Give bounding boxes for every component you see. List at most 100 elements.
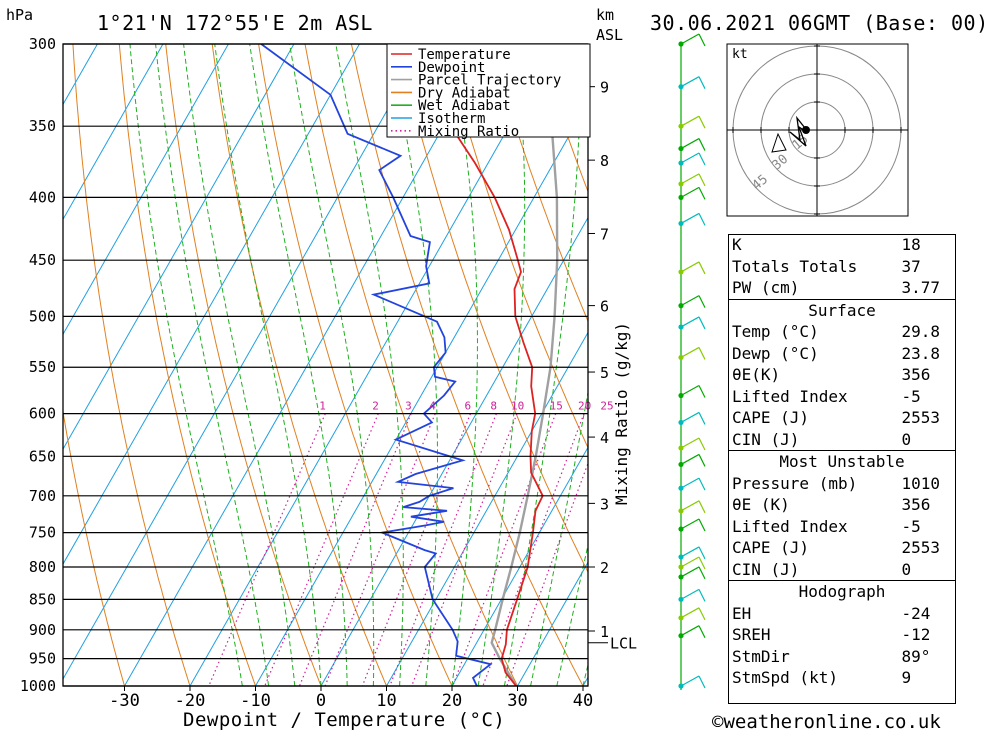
dry-adiabat-line (443, 44, 588, 449)
index-label: EH (732, 603, 752, 623)
wind-barb-feather (698, 152, 706, 166)
wind-barb (680, 453, 700, 465)
temperature-profile (443, 44, 544, 686)
wind-level-dot (678, 633, 684, 639)
wind-barb (680, 295, 700, 307)
pressure-tick-label: 850 (29, 590, 56, 608)
index-value: 356 (901, 495, 931, 514)
index-value: 2553 (901, 408, 941, 427)
wind-barb-feather (698, 675, 706, 689)
index-value: -5 (901, 386, 921, 406)
mixing-ratio-label: 15 (550, 400, 563, 413)
temp-tick-label: 20 (442, 691, 462, 711)
index-row: EH -24 (728, 603, 956, 625)
wind-barb (680, 500, 700, 512)
section-header-row: Hodograph (728, 580, 956, 603)
wind-barb (680, 138, 700, 150)
pressure-tick-label: 700 (29, 487, 56, 505)
legend-label: Wet Adiabat (418, 98, 511, 114)
isotherm-line (63, 44, 164, 221)
wet-adiabat-line (477, 44, 526, 686)
index-label: θE(K) (732, 365, 781, 384)
index-value: 29.8 (901, 322, 941, 341)
wind-barb (680, 477, 700, 489)
pressure-unit-label: hPa (6, 6, 34, 24)
index-row: Lifted Index -5 (728, 386, 956, 408)
wet-adiabat-line (249, 44, 348, 686)
wet-adiabat-line (289, 44, 375, 686)
index-value: 2553 (901, 538, 941, 557)
wind-barb (680, 385, 700, 397)
index-label: Lifted Index (732, 386, 848, 406)
location-title: 1°21'N 172°55'E 2m ASL (97, 11, 373, 35)
wind-barb (680, 316, 700, 328)
index-label: Pressure (mb) (732, 473, 858, 493)
pressure-tick-label: 650 (29, 447, 56, 465)
index-label: CAPE (J) (732, 408, 810, 427)
index-label: Totals Totals (732, 256, 858, 276)
legend-label: Temperature (418, 47, 511, 63)
index-row: Temp (°C) 29.8 (728, 321, 956, 343)
wind-barb (680, 212, 700, 224)
mixing-ratio-line (324, 413, 436, 686)
dry-adiabat-line (165, 44, 322, 686)
isotherm-line (63, 44, 360, 566)
wet-adiabat-line (388, 44, 438, 686)
wet-adiabat-line (155, 44, 270, 686)
height-tick-label: 7 (600, 225, 609, 243)
credit-text: ©weatheronline.co.uk (712, 711, 941, 733)
wet-adiabat-line (556, 542, 588, 686)
index-label: CIN (J) (732, 429, 800, 449)
isotherm-line (386, 331, 588, 686)
index-row: θE(K) 356 (728, 364, 956, 386)
dry-adiabat-line (304, 44, 518, 686)
section-header-row: Most Unstable (728, 450, 956, 473)
temp-tick-label: 10 (376, 691, 396, 711)
isotherm-line (320, 216, 588, 686)
index-row: CAPE (J) 2553 (728, 537, 956, 559)
pressure-tick-label: 950 (29, 650, 56, 668)
pressure-tick-label: 350 (29, 117, 56, 135)
isotherm-line (517, 561, 588, 686)
wind-barb (680, 186, 700, 198)
index-label: Lifted Index (732, 516, 848, 536)
wind-barb-feather (698, 556, 706, 570)
wind-barb (680, 556, 700, 568)
wind-barb (680, 675, 700, 687)
wet-adiabat-line (449, 44, 479, 686)
temp-tick-label: -30 (109, 691, 140, 711)
pressure-tick-label: 800 (29, 558, 56, 576)
storm-vector-marker (771, 132, 787, 153)
storm-motion-marker (802, 126, 810, 134)
height-tick-label: 4 (600, 429, 609, 447)
temp-tick-label: 0 (316, 691, 326, 711)
wind-barb-feather (698, 518, 706, 532)
temp-tick-label: 30 (507, 691, 527, 711)
index-value: 23.8 (901, 343, 941, 363)
mixing-ratio-line (208, 413, 326, 686)
pressure-tick-label: 300 (29, 35, 56, 53)
pressure-tick-label: 1000 (20, 677, 56, 695)
temp-tick-label: -20 (175, 691, 206, 711)
wind-barb-feather (698, 295, 706, 308)
wind-barb (680, 588, 700, 600)
wet-adiabat-line (214, 44, 322, 686)
index-value: 18 (901, 235, 921, 254)
mixing-ratio-axis-label: Mixing Ratio (g/kg) (612, 321, 631, 505)
wind-barb (680, 625, 700, 637)
index-row: PW (cm) 3.77 (728, 277, 956, 299)
wind-barb-feather (698, 625, 706, 638)
mixing-ratio-label: 1 (319, 400, 326, 413)
index-value: 89° (901, 646, 931, 666)
temp-tick-label: 40 (573, 691, 593, 711)
wind-barb-feather (698, 115, 706, 129)
section-title: Surface (728, 298, 956, 321)
wind-barb-feather (698, 76, 706, 89)
wind-level-dot (678, 596, 684, 602)
mixing-ratio-label: 3 (405, 400, 412, 413)
pressure-tick-label: 600 (29, 405, 56, 423)
index-label: K (732, 235, 742, 254)
isotherm-line (63, 44, 229, 336)
index-row: StmDir 89° (728, 646, 956, 668)
wind-barb-feather (698, 347, 706, 360)
